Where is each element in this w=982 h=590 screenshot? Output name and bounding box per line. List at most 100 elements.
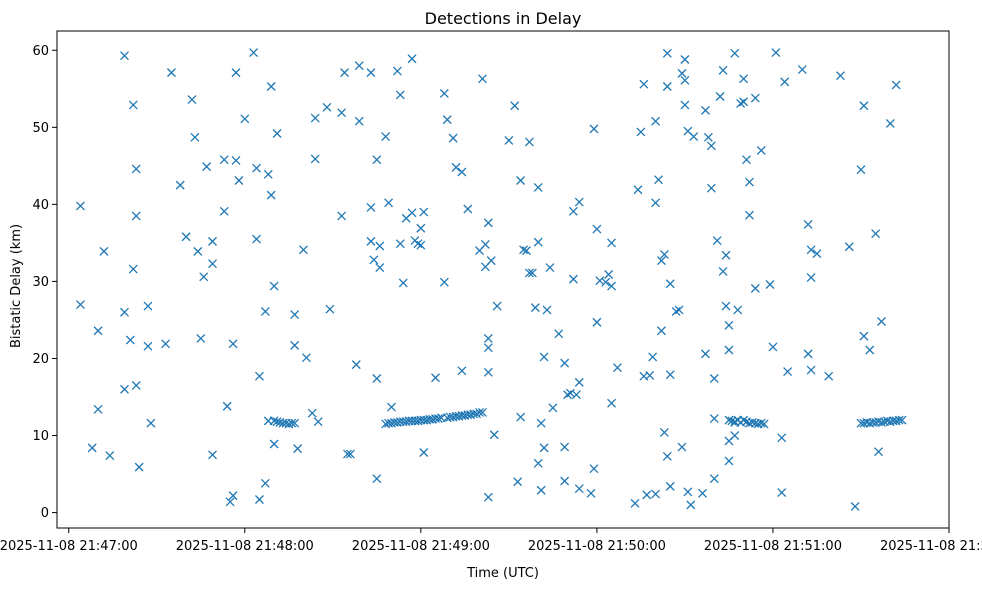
data-point — [366, 68, 376, 78]
data-point — [272, 129, 282, 138]
data-point — [442, 115, 452, 125]
data-point — [480, 239, 490, 249]
data-point — [87, 443, 97, 453]
data-point — [750, 93, 760, 103]
data-point — [680, 75, 690, 85]
data-point — [894, 415, 904, 425]
data-point — [612, 363, 622, 373]
data-point — [777, 433, 787, 443]
data-point — [548, 403, 558, 413]
data-point — [76, 201, 85, 211]
data-point — [260, 307, 270, 316]
data-point — [299, 245, 308, 255]
data-point — [351, 360, 361, 370]
data-point — [701, 349, 710, 359]
data-point — [325, 304, 335, 314]
data-point — [125, 335, 135, 345]
data-point — [706, 141, 716, 151]
data-point — [566, 388, 575, 398]
data-point — [724, 415, 734, 425]
y-tick-label: 20 — [32, 352, 49, 367]
data-point — [698, 488, 707, 498]
data-point — [340, 68, 350, 78]
plot-frame — [56, 30, 950, 529]
data-point — [143, 341, 153, 351]
data-point — [783, 367, 793, 377]
data-point — [337, 211, 347, 221]
data-point — [219, 206, 229, 216]
y-tick-label: 60 — [32, 44, 49, 59]
data-point — [190, 132, 200, 142]
data-point — [680, 100, 690, 110]
data-point — [730, 48, 740, 58]
data-point — [859, 331, 869, 341]
data-point — [293, 444, 303, 454]
data-point — [366, 202, 376, 212]
data-point — [662, 451, 672, 461]
data-point — [745, 210, 754, 220]
data-point — [269, 281, 279, 291]
data-point — [709, 414, 719, 424]
data-point — [381, 132, 391, 142]
data-point — [310, 113, 320, 123]
data-point — [199, 272, 209, 282]
data-point — [483, 367, 493, 377]
y-axis-label: Bistatic Delay (km) — [9, 224, 24, 348]
data-point — [803, 219, 813, 229]
x-tick-label: 2025-11-08 21:49:00 — [352, 539, 490, 554]
data-point — [765, 280, 775, 289]
data-point — [448, 133, 458, 143]
x-tick-label: 2025-11-08 21:47:00 — [0, 539, 138, 554]
data-point — [433, 414, 443, 424]
data-point — [231, 68, 241, 78]
data-point — [636, 127, 646, 137]
data-point — [93, 404, 103, 414]
data-point — [633, 185, 643, 195]
data-point — [874, 447, 884, 457]
data-point — [542, 305, 552, 315]
data-point — [208, 259, 217, 269]
data-point — [756, 145, 766, 155]
data-point — [527, 268, 537, 278]
data-point — [524, 268, 534, 278]
data-point — [589, 124, 599, 134]
data-point — [806, 273, 816, 283]
data-point — [372, 374, 382, 383]
data-point — [395, 239, 405, 249]
y-axis: 0 10 20 30 40 50 60 — [32, 44, 57, 521]
data-point — [475, 407, 484, 417]
data-point — [607, 281, 617, 291]
data-point — [689, 132, 699, 142]
data-point — [272, 417, 282, 427]
data-point — [639, 79, 649, 89]
chart-title: Detections in Delay — [425, 9, 582, 28]
data-point — [665, 279, 675, 289]
data-point — [483, 492, 493, 502]
data-point — [571, 390, 581, 400]
data-point — [228, 339, 238, 349]
data-point — [756, 418, 766, 428]
data-point — [343, 449, 352, 459]
data-point — [431, 373, 440, 383]
data-point — [739, 74, 749, 84]
x-tick-label: 2025-11-08 21:51:00 — [704, 539, 842, 554]
data-point — [196, 333, 206, 343]
data-point — [372, 155, 382, 165]
data-point — [897, 415, 907, 425]
data-point — [560, 358, 570, 368]
data-point — [533, 182, 543, 192]
data-point — [231, 155, 241, 165]
data-point — [891, 80, 901, 90]
data-point — [131, 164, 141, 174]
data-point — [871, 229, 881, 239]
data-point — [750, 283, 760, 293]
data-point — [724, 345, 734, 355]
data-point — [128, 264, 138, 274]
data-point — [451, 162, 461, 172]
data-point — [128, 100, 138, 110]
data-point — [683, 487, 693, 497]
data-point — [812, 249, 822, 259]
data-point — [539, 443, 549, 453]
data-point — [574, 197, 584, 207]
data-point — [859, 101, 869, 111]
